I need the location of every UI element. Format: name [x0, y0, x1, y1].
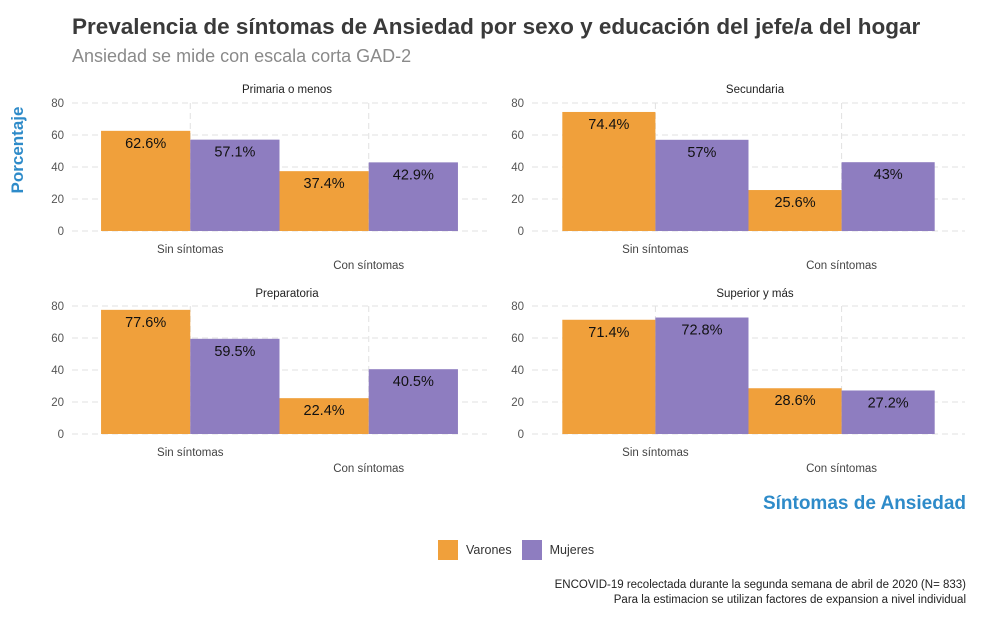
- y-tick-label: 80: [511, 98, 524, 110]
- data-label-mujeres: 42.9%: [393, 167, 434, 183]
- y-tick-label: 60: [511, 333, 524, 345]
- data-label-varones: 74.4%: [588, 117, 629, 133]
- data-label-mujeres: 72.8%: [681, 323, 722, 339]
- bar-mujeres: [655, 317, 749, 434]
- panel-title: Preparatoria: [255, 288, 319, 300]
- bar-varones: [562, 111, 656, 231]
- panel-title: Secundaria: [726, 84, 785, 96]
- y-tick-label: 20: [511, 194, 524, 206]
- legend-item-mujeres: Mujeres: [521, 540, 595, 560]
- faceted-bar-chart: Primaria o menos 0 20 40 60 80 62.6% 57.1% Sin s…: [51, 84, 965, 475]
- panel-title: Superior y más: [716, 288, 794, 300]
- y-tick-label: 40: [511, 365, 524, 377]
- x-tick-label: Con síntomas: [333, 260, 404, 272]
- panel-title: Primaria o menos: [242, 84, 332, 96]
- data-label-varones: 71.4%: [588, 325, 629, 341]
- chart-subtitle: Ansiedad se mide con escala corta GAD-2: [72, 46, 412, 66]
- y-tick-label: 0: [518, 429, 524, 441]
- bar-mujeres: [190, 338, 280, 434]
- legend-label-mujeres: Mujeres: [549, 543, 595, 557]
- x-tick-label: Sin síntomas: [157, 447, 224, 459]
- bar-mujeres: [841, 162, 935, 231]
- x-tick-label: Con síntomas: [806, 463, 877, 475]
- y-tick-label: 60: [51, 333, 64, 345]
- y-tick-label: 80: [511, 301, 524, 313]
- bar-varones: [101, 309, 191, 434]
- x-tick-label: Sin síntomas: [157, 244, 224, 256]
- source-caption: ENCOVID-19 recolectada durante la segund…: [555, 578, 966, 608]
- bar-varones: [562, 319, 656, 434]
- y-tick-label: 80: [51, 301, 64, 313]
- bar-varones: [279, 398, 369, 434]
- y-tick-label: 40: [511, 162, 524, 174]
- data-label-varones: 25.6%: [774, 195, 815, 211]
- caption-line-1: ENCOVID-19 recolectada durante la segund…: [554, 579, 966, 591]
- y-tick-label: 20: [51, 194, 64, 206]
- y-tick-label: 0: [518, 226, 524, 238]
- x-tick-label: Sin síntomas: [622, 244, 689, 256]
- y-tick-label: 20: [511, 397, 524, 409]
- y-tick-label: 20: [51, 397, 64, 409]
- y-tick-label: 60: [51, 130, 64, 142]
- legend-label-varones: Varones: [466, 543, 512, 557]
- bar-mujeres: [841, 390, 935, 434]
- data-label-mujeres: 57.1%: [214, 145, 255, 161]
- bar-varones: [748, 388, 842, 434]
- x-tick-label: Con síntomas: [806, 260, 877, 272]
- chart-title: Prevalencia de síntomas de Ansiedad por …: [72, 14, 921, 39]
- data-label-mujeres: 43%: [874, 167, 903, 183]
- data-label-varones: 62.6%: [125, 136, 166, 152]
- y-tick-label: 0: [58, 226, 64, 238]
- data-label-mujeres: 40.5%: [393, 374, 434, 390]
- y-tick-label: 80: [51, 98, 64, 110]
- data-label-varones: 28.6%: [774, 393, 815, 409]
- data-label-varones: 77.6%: [125, 315, 166, 331]
- data-label-mujeres: 59.5%: [214, 344, 255, 360]
- x-tick-label: Sin síntomas: [622, 447, 689, 459]
- caption-line-2: Para la estimacion se utilizan factores …: [613, 594, 966, 606]
- legend-swatch-varones: [438, 540, 458, 560]
- data-label-mujeres: 57%: [687, 145, 716, 161]
- legend: Varones Mujeres: [438, 540, 594, 560]
- bar-varones: [748, 190, 842, 231]
- bar-varones: [279, 171, 369, 231]
- y-tick-label: 40: [51, 365, 64, 377]
- bar-mujeres: [655, 139, 749, 231]
- bar-mujeres: [368, 369, 458, 434]
- data-label-varones: 22.4%: [304, 403, 345, 419]
- bar-mujeres: [368, 162, 458, 231]
- bar-mujeres: [190, 139, 280, 231]
- y-tick-label: 0: [58, 429, 64, 441]
- bar-varones: [101, 130, 191, 231]
- x-axis-label: Síntomas de Ansiedad: [762, 493, 966, 514]
- y-tick-label: 60: [511, 130, 524, 142]
- legend-swatch-mujeres: [521, 540, 542, 560]
- y-tick-label: 40: [51, 162, 64, 174]
- data-label-varones: 37.4%: [304, 176, 345, 192]
- data-label-mujeres: 27.2%: [868, 395, 909, 411]
- legend-item-varones: Varones: [438, 540, 512, 560]
- x-tick-label: Con síntomas: [333, 463, 404, 475]
